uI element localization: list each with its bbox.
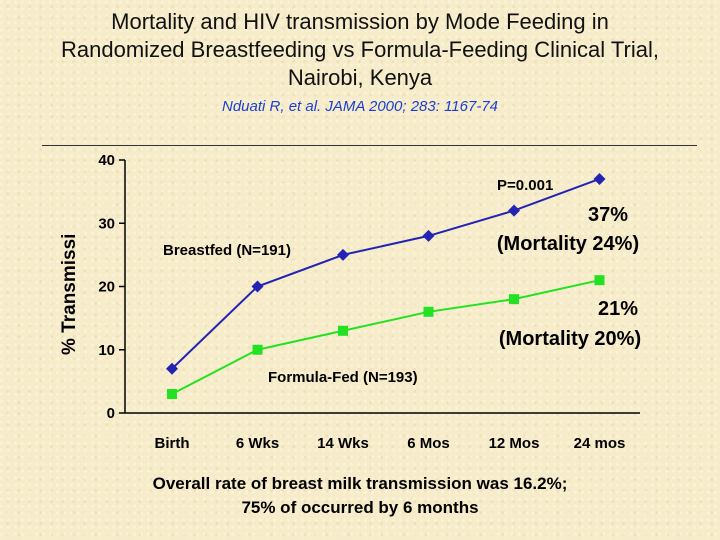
series-line-breastfed xyxy=(171,178,600,370)
y-tick-label: 0 xyxy=(107,405,115,422)
data-point-formula xyxy=(338,325,348,336)
x-tick-label: 24 mos xyxy=(574,435,626,452)
data-point-breastfed xyxy=(593,172,606,185)
divider-line xyxy=(42,145,697,146)
breastfed-rate-label: 37% xyxy=(588,204,628,226)
series-label-breastfed: Breastfed (N=191) xyxy=(163,242,291,259)
data-point-breastfed xyxy=(337,248,349,261)
title-line-2: Randomized Breastfeeding vs Formula-Feed… xyxy=(61,37,659,62)
x-tick-label: 6 Wks xyxy=(236,435,279,452)
x-tick-label: 14 Wks xyxy=(317,435,369,452)
data-point-formula xyxy=(594,275,605,286)
data-point-breastfed xyxy=(251,280,264,293)
title-line-1: Mortality and HIV transmission by Mode F… xyxy=(111,9,609,34)
data-point-formula xyxy=(423,306,434,317)
y-tick-label: 40 xyxy=(98,152,115,169)
breastfed-mortality-label: (Mortality 24%) xyxy=(497,233,639,255)
x-tick-label: 12 Mos xyxy=(489,435,540,452)
y-tick-label: 20 xyxy=(98,279,115,296)
y-tick-label: 10 xyxy=(98,342,115,359)
data-point-breastfed xyxy=(422,229,435,242)
data-point-formula xyxy=(167,389,177,400)
series-line-formula xyxy=(171,279,600,395)
formula-mortality-label: (Mortality 20%) xyxy=(499,328,641,350)
data-point-breastfed xyxy=(166,362,178,375)
line-chart: 0 10 20 30 40 Birth 6 Wks 14 Wks 6 Mos 12 Mos 24 … xyxy=(59,152,641,452)
footer-line-1: Overall rate of breast milk transmission… xyxy=(152,474,568,493)
series-label-formula: Formula-Fed (N=193) xyxy=(268,369,418,386)
x-ticks: Birth 6 Wks 14 Wks 6 Mos 12 Mos 24 mos xyxy=(155,435,626,452)
slide-title: Mortality and HIV transmission by Mode F… xyxy=(0,8,720,92)
footer-note: Overall rate of breast milk transmission… xyxy=(0,472,720,520)
footer-line-2: 75% of occurred by 6 months xyxy=(241,498,479,517)
y-tick-label: 30 xyxy=(98,215,115,232)
x-tick-label: 6 Mos xyxy=(407,435,450,452)
title-line-3: Nairobi, Kenya xyxy=(287,65,433,90)
citation: Nduati R, et al. JAMA 2000; 283: 1167-74 xyxy=(222,98,498,115)
formula-rate-label: 21% xyxy=(598,298,638,320)
data-point-formula xyxy=(509,294,519,305)
data-point-formula xyxy=(252,344,263,355)
series-group xyxy=(166,172,606,400)
data-point-breastfed xyxy=(508,204,520,217)
y-ticks: 0 10 20 30 40 xyxy=(98,152,125,422)
p-value-label: P=0.001 xyxy=(497,177,553,194)
y-axis-label: % Transmissi xyxy=(59,234,80,355)
x-tick-label: Birth xyxy=(155,435,190,452)
